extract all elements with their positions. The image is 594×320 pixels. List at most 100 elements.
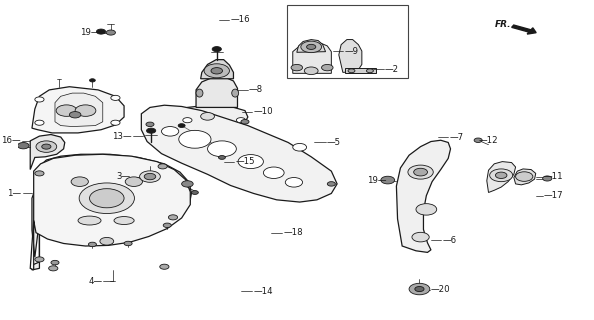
Polygon shape xyxy=(182,106,248,126)
Text: —2: —2 xyxy=(385,65,399,74)
Text: —12: —12 xyxy=(478,136,498,145)
Circle shape xyxy=(236,118,245,123)
Circle shape xyxy=(301,41,321,52)
Circle shape xyxy=(96,29,106,34)
Polygon shape xyxy=(55,93,103,126)
Bar xyxy=(287,5,408,78)
Polygon shape xyxy=(487,162,516,193)
Circle shape xyxy=(178,124,185,127)
Text: —18: —18 xyxy=(283,228,303,237)
Text: 4—: 4— xyxy=(88,276,102,285)
Text: 3—: 3— xyxy=(117,172,131,181)
Circle shape xyxy=(212,47,222,52)
Circle shape xyxy=(158,164,168,169)
Text: FR.: FR. xyxy=(495,20,511,29)
Circle shape xyxy=(348,69,355,73)
Polygon shape xyxy=(30,134,65,170)
Circle shape xyxy=(366,69,374,73)
Circle shape xyxy=(35,171,44,176)
Circle shape xyxy=(291,64,302,71)
Text: 16—: 16— xyxy=(1,136,21,145)
Circle shape xyxy=(35,120,44,125)
Circle shape xyxy=(111,95,120,100)
Text: 19—: 19— xyxy=(80,28,99,37)
Circle shape xyxy=(543,176,552,181)
Circle shape xyxy=(42,144,51,149)
Circle shape xyxy=(49,266,58,271)
Circle shape xyxy=(18,142,29,149)
Circle shape xyxy=(140,171,160,182)
Text: —7: —7 xyxy=(450,132,463,141)
Text: 13—: 13— xyxy=(112,132,131,140)
Polygon shape xyxy=(293,43,331,73)
Polygon shape xyxy=(30,154,190,270)
Circle shape xyxy=(90,189,124,208)
Circle shape xyxy=(207,141,236,157)
Polygon shape xyxy=(396,140,450,252)
Text: —9: —9 xyxy=(345,46,359,56)
Circle shape xyxy=(415,286,424,292)
Polygon shape xyxy=(32,154,191,270)
Circle shape xyxy=(241,120,249,124)
Circle shape xyxy=(162,126,179,136)
Circle shape xyxy=(35,257,44,262)
Text: —6: —6 xyxy=(443,236,457,245)
Circle shape xyxy=(163,223,171,228)
Circle shape xyxy=(495,172,507,179)
Circle shape xyxy=(144,173,156,180)
Circle shape xyxy=(285,178,302,187)
Text: —20: —20 xyxy=(431,285,451,294)
Circle shape xyxy=(160,264,169,269)
Circle shape xyxy=(146,122,154,126)
Circle shape xyxy=(327,182,336,186)
Ellipse shape xyxy=(232,89,239,97)
Circle shape xyxy=(69,112,81,118)
Circle shape xyxy=(408,165,433,179)
Circle shape xyxy=(124,241,132,246)
Polygon shape xyxy=(32,156,189,257)
Circle shape xyxy=(238,155,263,169)
Circle shape xyxy=(36,141,56,152)
Polygon shape xyxy=(345,68,375,73)
Circle shape xyxy=(293,143,307,151)
Ellipse shape xyxy=(196,89,203,97)
Circle shape xyxy=(100,237,113,245)
Circle shape xyxy=(307,44,316,50)
FancyArrow shape xyxy=(511,25,536,34)
Circle shape xyxy=(304,67,318,75)
Ellipse shape xyxy=(114,217,134,225)
Circle shape xyxy=(182,181,193,187)
Circle shape xyxy=(51,260,59,265)
Text: 1—: 1— xyxy=(8,189,21,198)
Polygon shape xyxy=(141,105,337,202)
Circle shape xyxy=(89,242,96,247)
Polygon shape xyxy=(196,77,238,108)
Circle shape xyxy=(412,232,429,242)
Circle shape xyxy=(183,118,192,123)
Circle shape xyxy=(211,68,223,74)
Circle shape xyxy=(474,138,482,142)
Circle shape xyxy=(125,177,143,187)
Circle shape xyxy=(381,176,394,184)
Text: —16: —16 xyxy=(230,15,250,24)
Polygon shape xyxy=(339,40,362,72)
Circle shape xyxy=(169,215,178,220)
Text: 19—: 19— xyxy=(367,176,387,185)
Circle shape xyxy=(204,64,229,78)
Circle shape xyxy=(489,169,513,182)
Ellipse shape xyxy=(78,216,101,225)
Circle shape xyxy=(201,113,214,120)
Text: —10: —10 xyxy=(254,107,273,116)
Polygon shape xyxy=(297,40,326,52)
Polygon shape xyxy=(514,169,536,185)
Circle shape xyxy=(106,30,115,35)
Circle shape xyxy=(516,172,533,181)
Circle shape xyxy=(56,105,77,116)
Circle shape xyxy=(321,64,333,71)
Text: —5: —5 xyxy=(327,138,341,147)
Circle shape xyxy=(179,130,211,148)
Circle shape xyxy=(75,105,96,116)
Polygon shape xyxy=(32,87,124,133)
Text: —8: —8 xyxy=(249,85,263,94)
Text: —11: —11 xyxy=(544,172,564,181)
